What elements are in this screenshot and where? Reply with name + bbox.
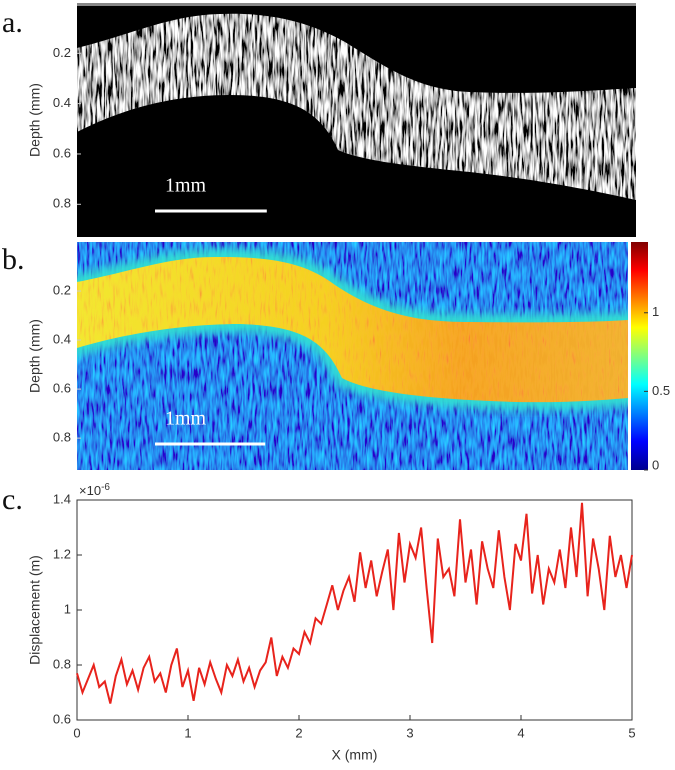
y-tick-label: 0.6 [53,381,71,396]
colorbar-tick-label: 1 [652,304,659,319]
x-tick-label: 0 [73,725,80,740]
x-tick-label: 1 [184,725,191,740]
scale-bar-label: 1mm [165,175,207,197]
colorbar [631,242,648,470]
colorbar-tick-label: 0.5 [652,383,670,398]
x-tick-label: 3 [406,725,413,740]
y-tick-label: 0.4 [53,332,71,347]
x-axis-title: X (mm) [332,747,378,763]
y-tick-label: 0.4 [53,95,71,110]
y-tick-label: 1 [64,601,71,616]
panel-label: b. [2,243,25,276]
scale-bar-label: 1mm [165,408,207,430]
y-axis-title: Displacement (m) [27,555,43,665]
panel-label: a. [2,6,23,39]
y-tick-label: 0.8 [53,430,71,445]
x-tick-label: 4 [517,725,524,740]
oct-image [77,3,636,237]
x-tick-label: 2 [295,725,302,740]
y-tick-label: 1.2 [53,546,71,561]
multiplier-exponent: -6 [101,482,110,493]
elastography-image [77,242,628,470]
colorbar-tick-label: 0 [652,457,659,472]
x-tick-label: 5 [628,725,635,740]
data-line [76,502,633,704]
y-axis-title: Depth (mm) [27,83,43,157]
y-tick-label: 0.6 [53,145,71,160]
y-tick-label: 0.6 [53,711,71,726]
y-tick-label: 0.8 [53,196,71,211]
y-tick-label: 0.8 [53,656,71,671]
y-tick-label: 1.4 [53,491,71,506]
y-tick-label: 0.2 [53,282,71,297]
y-multiplier: ×10-6 [79,482,110,499]
multiplier-base: ×10 [79,483,101,498]
panel-label: c. [2,483,23,516]
y-axis-title: Depth (mm) [27,319,43,393]
y-tick-label: 0.2 [53,45,71,60]
plot-frame [76,499,633,721]
